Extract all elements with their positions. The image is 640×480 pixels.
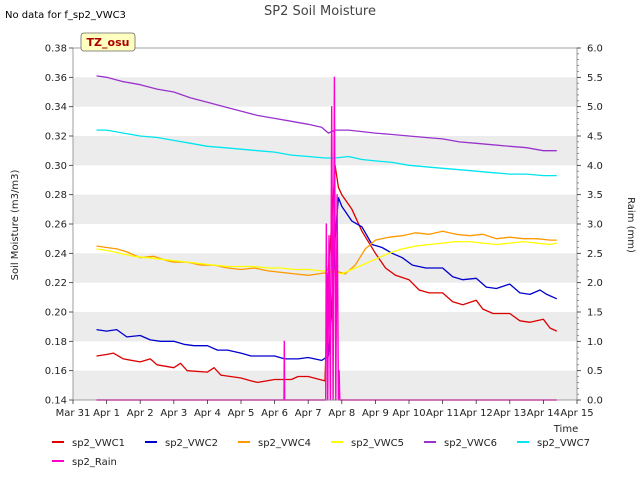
grid-band xyxy=(73,194,577,224)
x-tick-label: Apr 8 xyxy=(328,408,355,419)
x-tick-label: Apr 14 xyxy=(527,408,560,419)
x-tick-label: Apr 15 xyxy=(560,408,593,419)
x-tick-label: Apr 9 xyxy=(362,408,389,419)
y-tick-label: 0.28 xyxy=(45,190,67,201)
y-axis-right: 0.0 0.5 1.0 1.5 2.0 2.5 3.0 3.5 4.0 4.5 5.0 5.5 6.0 xyxy=(577,44,603,407)
y-tick-label: 0.18 xyxy=(45,337,67,348)
x-tick-label: Apr 2 xyxy=(127,408,154,419)
series-line-sp2_VWC7 xyxy=(96,129,557,177)
x-tick-label: Apr 12 xyxy=(460,408,493,419)
no-data-note: No data for f_sp2_VWC3 xyxy=(5,10,126,21)
y-tick-label: 0.34 xyxy=(45,102,67,113)
y-tick-label: 0.26 xyxy=(45,220,67,231)
x-tick-label: Apr 3 xyxy=(160,408,187,419)
x-axis-label: Time xyxy=(553,424,578,435)
series-line-sp2_VWC6 xyxy=(96,75,557,152)
y2-tick-label: 0.5 xyxy=(587,366,603,377)
y2-tick-label: 4.5 xyxy=(587,132,603,143)
y2-tick-label: 0.0 xyxy=(587,396,603,407)
y-tick-label: 0.16 xyxy=(45,366,67,377)
y-axis-left: 0.14 0.16 0.18 0.20 0.22 0.24 0.26 0.28 0.30 0.32… xyxy=(45,44,73,407)
x-tick-label: Apr 10 xyxy=(392,408,425,419)
x-tick-label: Apr 13 xyxy=(493,408,526,419)
legend-label: sp2_VWC1 xyxy=(72,438,125,449)
legend-label: sp2_VWC4 xyxy=(258,438,311,449)
y2-tick-label: 2.0 xyxy=(587,278,603,289)
chart-title: SP2 Soil Moisture xyxy=(264,4,376,19)
x-tick-label: Apr 7 xyxy=(295,408,322,419)
x-tick-label: Apr 1 xyxy=(93,408,120,419)
tz-badge: TZ_osu xyxy=(80,32,136,52)
x-tick-label: Apr 4 xyxy=(194,408,221,419)
y-tick-label: 0.24 xyxy=(45,249,67,260)
y2-tick-label: 3.5 xyxy=(587,190,603,201)
y2-axis-label: Raim (mm) xyxy=(625,197,636,253)
x-tick-label: Apr 6 xyxy=(261,408,288,419)
legend: sp2_VWC1 sp2_VWC2 sp2_VWC4 sp2_VWC5 sp2_VWC6… xyxy=(52,438,590,468)
grid-band xyxy=(73,77,577,107)
grid-band xyxy=(73,312,577,342)
y2-tick-label: 1.5 xyxy=(587,308,603,319)
series-layer xyxy=(96,75,558,401)
y2-tick-label: 3.0 xyxy=(587,220,603,231)
y-tick-label: 0.32 xyxy=(45,132,67,143)
legend-label: sp2_Rain xyxy=(72,457,117,468)
x-tick-label: Mar 31 xyxy=(56,408,91,419)
y2-tick-label: 5.5 xyxy=(587,73,603,84)
y2-tick-label: 5.0 xyxy=(587,102,603,113)
legend-label: sp2_VWC5 xyxy=(351,438,404,449)
y2-tick-label: 4.0 xyxy=(587,161,603,172)
y-tick-label: 0.22 xyxy=(45,278,67,289)
x-tick-label: Apr 11 xyxy=(426,408,459,419)
legend-label: sp2_VWC2 xyxy=(165,438,218,449)
y-tick-label: 0.38 xyxy=(45,44,67,55)
y2-tick-label: 2.5 xyxy=(587,249,603,260)
grid-band xyxy=(73,136,577,166)
tz-badge-label: TZ_osu xyxy=(87,36,130,49)
series-line-sp2_Rain xyxy=(96,76,557,401)
y-tick-label: 0.30 xyxy=(45,161,67,172)
y2-tick-label: 1.0 xyxy=(587,337,603,348)
legend-label: sp2_VWC6 xyxy=(444,438,497,449)
x-axis: Mar 31 Apr 1 Apr 2 Apr 3 Apr 4 Apr 5 Apr 6 Apr … xyxy=(56,400,594,419)
plot-bands xyxy=(73,48,577,400)
legend-label: sp2_VWC7 xyxy=(537,438,590,449)
y-tick-label: 0.20 xyxy=(45,308,67,319)
y2-tick-label: 6.0 xyxy=(587,44,603,55)
y-tick-label: 0.36 xyxy=(45,73,67,84)
y-tick-label: 0.14 xyxy=(45,396,67,407)
x-tick-label: Apr 5 xyxy=(228,408,255,419)
y-axis-label: Soil Moisture (m3/m3) xyxy=(10,170,21,281)
